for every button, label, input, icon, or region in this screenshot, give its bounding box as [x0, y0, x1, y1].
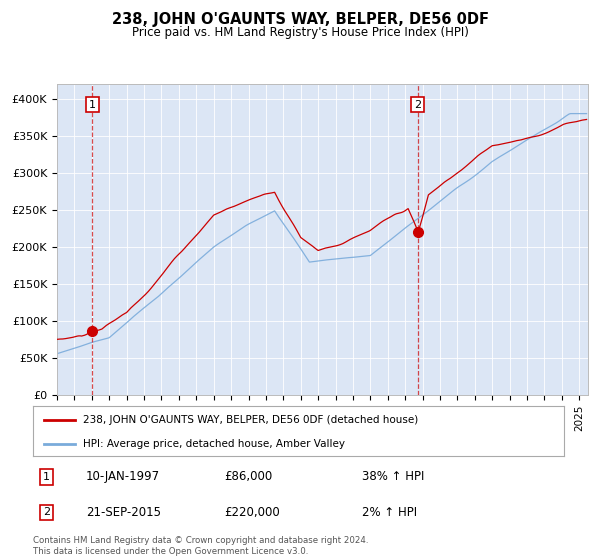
Text: 2: 2 — [414, 100, 421, 110]
Text: 1: 1 — [89, 100, 96, 110]
Text: Price paid vs. HM Land Registry's House Price Index (HPI): Price paid vs. HM Land Registry's House … — [131, 26, 469, 39]
Text: Contains HM Land Registry data © Crown copyright and database right 2024.
This d: Contains HM Land Registry data © Crown c… — [33, 536, 368, 556]
Text: 2: 2 — [43, 507, 50, 517]
Text: 238, JOHN O'GAUNTS WAY, BELPER, DE56 0DF (detached house): 238, JOHN O'GAUNTS WAY, BELPER, DE56 0DF… — [83, 415, 419, 425]
Text: 21-SEP-2015: 21-SEP-2015 — [86, 506, 161, 519]
Text: £86,000: £86,000 — [224, 470, 272, 483]
Text: 238, JOHN O'GAUNTS WAY, BELPER, DE56 0DF: 238, JOHN O'GAUNTS WAY, BELPER, DE56 0DF — [112, 12, 488, 27]
Text: HPI: Average price, detached house, Amber Valley: HPI: Average price, detached house, Ambe… — [83, 439, 346, 449]
Text: 1: 1 — [43, 472, 50, 482]
Text: 38% ↑ HPI: 38% ↑ HPI — [362, 470, 425, 483]
Text: 2% ↑ HPI: 2% ↑ HPI — [362, 506, 418, 519]
Text: £220,000: £220,000 — [224, 506, 280, 519]
Text: 10-JAN-1997: 10-JAN-1997 — [86, 470, 160, 483]
